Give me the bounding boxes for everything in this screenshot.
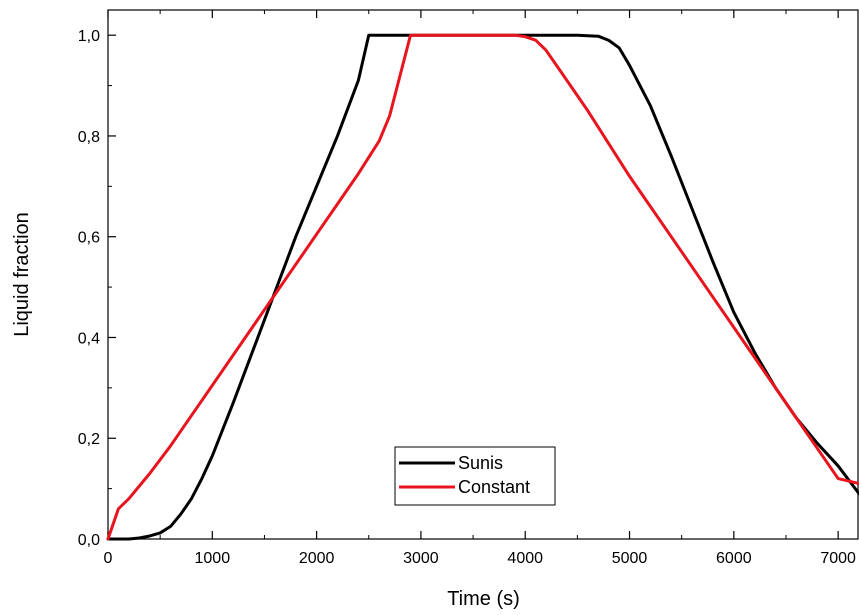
plot-border xyxy=(107,9,859,540)
tick-labels: 0 1000 2000 3000 4000 5000 6000 7000 0,0 0,2 0,4 0,… xyxy=(78,28,856,567)
x-tick-label: 4000 xyxy=(507,550,543,567)
plot-frame xyxy=(107,9,859,540)
legend-box xyxy=(394,446,556,506)
x-axis-title: Time (s) xyxy=(447,588,520,610)
x-tick-label: 1000 xyxy=(195,550,231,567)
y-tick-label: 0,0 xyxy=(78,532,100,549)
x-tick-label: 5000 xyxy=(612,550,648,567)
series-line-sunis xyxy=(106,33,859,541)
x-tick-label: 7000 xyxy=(820,550,856,567)
minor-ticks xyxy=(108,10,787,539)
legend-label-sunis: Sunis xyxy=(458,453,503,473)
x-tick-label: 2000 xyxy=(299,550,335,567)
y-axis-title: Liquid fraction xyxy=(11,212,33,337)
y-tick-label: 0,4 xyxy=(78,330,100,347)
x-tick-label: 6000 xyxy=(716,550,752,567)
x-tick-label: 0 xyxy=(104,550,113,567)
series-line-constant xyxy=(106,33,859,541)
y-tick-label: 0,8 xyxy=(78,129,100,146)
x-tick-label: 3000 xyxy=(403,550,439,567)
series-lines xyxy=(106,33,859,541)
major-ticks xyxy=(107,10,839,540)
legend-label-constant: Constant xyxy=(458,477,530,497)
y-tick-label: 0,2 xyxy=(78,431,100,448)
legend: Sunis Constant xyxy=(394,446,556,506)
y-tick-label: 1,0 xyxy=(78,28,100,45)
y-tick-label: 0,6 xyxy=(78,230,100,247)
